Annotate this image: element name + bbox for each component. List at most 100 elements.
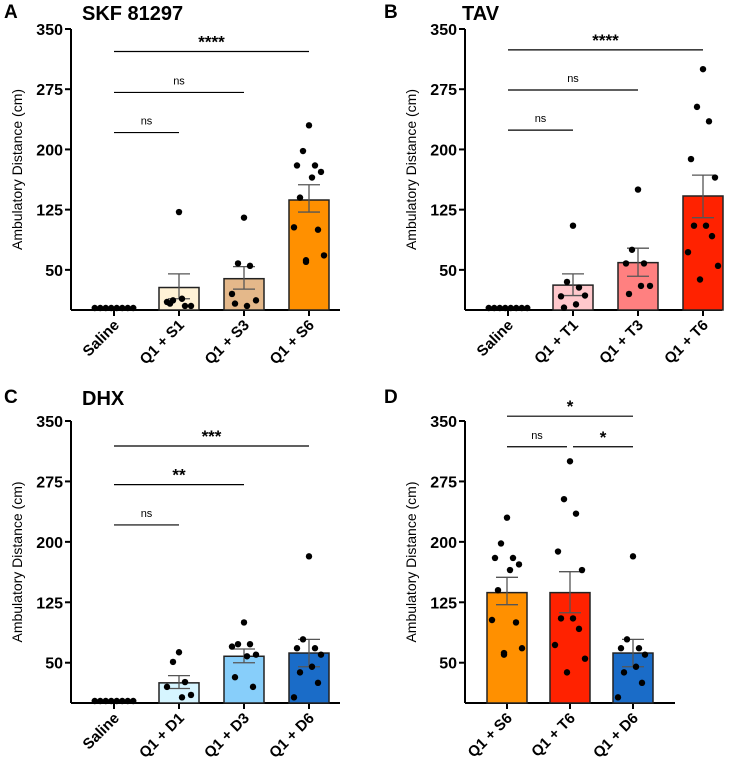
data-point: [693, 103, 701, 111]
data-point: [635, 645, 643, 652]
data-point: [503, 514, 511, 521]
data-point: [320, 252, 328, 259]
data-point: [513, 304, 520, 312]
data-point: [305, 122, 313, 129]
data-point: [246, 640, 254, 648]
y-tick-label: 50: [45, 263, 63, 280]
significance-label: ***: [202, 427, 222, 446]
x-tick-label: Q1 + T3: [596, 317, 647, 368]
data-point: [119, 697, 126, 705]
data-point: [124, 304, 131, 312]
bar: [486, 591, 528, 704]
data-point: [314, 679, 322, 687]
data-point: [714, 262, 722, 270]
data-point: [240, 619, 248, 626]
y-tick-label: 350: [430, 22, 457, 39]
data-point: [628, 246, 636, 253]
data-point: [91, 304, 98, 312]
data-point: [166, 300, 174, 307]
data-point: [97, 697, 104, 705]
data-point: [311, 645, 319, 652]
data-point: [252, 651, 260, 658]
data-point: [711, 174, 719, 181]
data-point: [524, 304, 531, 312]
data-point: [296, 194, 304, 201]
data-point: [629, 553, 637, 560]
data-point: [317, 651, 325, 658]
data-point: [569, 222, 577, 229]
data-point: [641, 651, 649, 658]
data-point: [506, 566, 514, 574]
y-tick-label: 275: [36, 82, 63, 99]
data-point: [308, 663, 316, 670]
data-point: [314, 226, 322, 233]
data-point: [175, 208, 183, 216]
x-tick-label: Saline: [80, 710, 123, 753]
data-point: [243, 653, 251, 660]
data-point: [634, 186, 642, 193]
data-point: [491, 554, 499, 562]
data-point: [581, 655, 589, 662]
data-point: [124, 697, 131, 705]
x-tick-label: Saline: [80, 317, 123, 360]
data-point: [102, 697, 109, 705]
data-point: [130, 697, 137, 705]
data-point: [563, 278, 571, 286]
x-tick-label: Q1 + D3: [201, 710, 253, 762]
significance-label: ns: [535, 113, 547, 125]
y-tick-label: 125: [430, 595, 457, 612]
data-point: [578, 566, 586, 574]
data-point: [187, 691, 195, 699]
data-point: [622, 260, 630, 267]
data-point: [108, 697, 115, 705]
data-point: [252, 297, 260, 304]
significance-label: *: [567, 397, 574, 416]
data-point: [563, 669, 571, 676]
x-tick-label: Q1 + S6: [465, 710, 516, 761]
data-point: [515, 561, 523, 568]
data-point: [569, 615, 577, 622]
data-point: [302, 257, 310, 264]
data-point: [178, 694, 186, 701]
data-point: [488, 616, 496, 624]
data-point: [290, 694, 298, 701]
y-axis-label: Ambulatory Distance (cm): [403, 89, 419, 250]
data-point: [234, 260, 242, 267]
panel-letter: D: [384, 387, 398, 408]
data-point: [699, 65, 707, 73]
panel-title: TAV: [462, 3, 500, 25]
x-tick-label: Q1 + S1: [137, 317, 188, 368]
data-point: [509, 554, 517, 562]
data-point: [625, 290, 633, 298]
y-axis-label: Ambulatory Distance (cm): [403, 481, 419, 642]
data-point: [175, 649, 183, 656]
data-point: [560, 495, 568, 503]
x-tick-label: Q1 + D6: [590, 710, 642, 762]
data-point: [551, 641, 559, 649]
x-tick-label: Q1 + D1: [136, 710, 188, 762]
panel-letter: B: [384, 2, 398, 23]
data-point: [311, 162, 319, 169]
data-point: [620, 669, 628, 676]
data-point: [640, 260, 648, 267]
data-point: [623, 636, 631, 643]
y-tick-label: 50: [45, 656, 63, 673]
significance-label: **: [172, 466, 186, 485]
panel-letter: C: [4, 387, 18, 408]
data-point: [181, 678, 189, 686]
x-tick-label: Q1 + S6: [267, 317, 318, 368]
y-tick-label: 200: [36, 535, 63, 552]
data-point: [231, 300, 239, 307]
data-point: [554, 548, 562, 555]
data-point: [646, 282, 654, 290]
data-point: [617, 645, 625, 652]
x-tick-label: Q1 + S3: [202, 317, 253, 368]
data-point: [119, 304, 126, 312]
significance-label: ns: [173, 75, 185, 87]
panel-d: D Ambulatory Distance (cm) 50 125 200 275 350 Q…: [384, 387, 675, 762]
significance-label: ****: [592, 31, 619, 50]
significance-label: ns: [567, 73, 579, 85]
data-point: [293, 645, 301, 652]
data-point: [228, 643, 236, 650]
data-point: [178, 295, 186, 302]
